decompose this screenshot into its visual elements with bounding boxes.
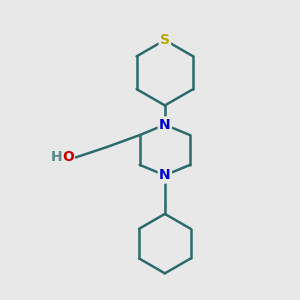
Text: N: N [159, 118, 171, 132]
Text: N: N [159, 168, 171, 182]
Text: O: O [62, 150, 74, 164]
Text: H: H [51, 150, 62, 164]
Text: S: S [160, 33, 170, 47]
